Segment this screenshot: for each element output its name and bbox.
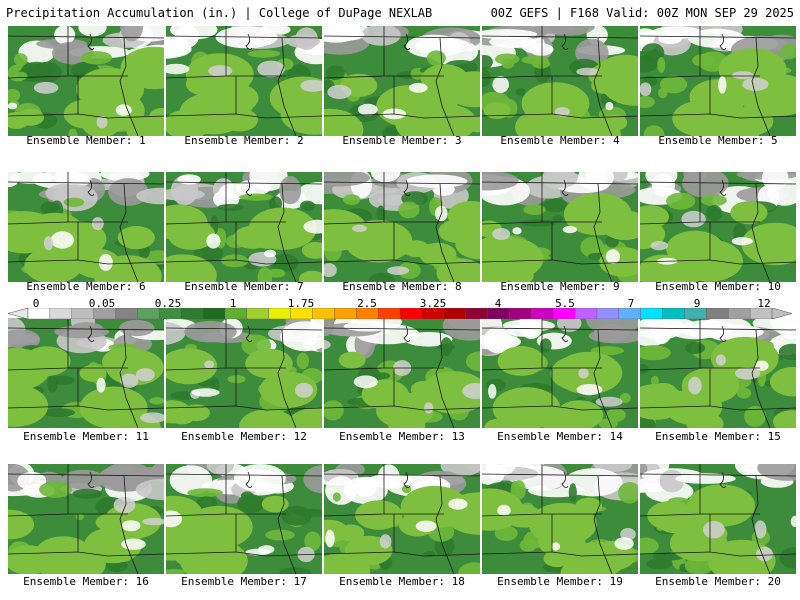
scale-tick-label: 1 [229, 297, 237, 310]
scale-swatch [356, 308, 379, 319]
scale-swatch [224, 308, 248, 319]
scale-swatch [487, 308, 510, 319]
scale-swatch [49, 308, 73, 319]
scale-swatch [246, 308, 270, 319]
scale-swatch [531, 308, 554, 319]
scale-tick-label: 7 [627, 297, 635, 310]
ensemble-map-panel [324, 318, 480, 428]
ensemble-map-panel [324, 26, 480, 136]
ensemble-map-panel [166, 26, 322, 136]
scale-swatch [749, 308, 773, 319]
scale-swatch [334, 308, 357, 319]
ensemble-member-label: Ensemble Member: 16 [23, 575, 149, 588]
scale-tick-label: 9 [693, 297, 701, 310]
ensemble-member-label: Ensemble Member: 17 [181, 575, 307, 588]
ensemble-map-panel [8, 464, 164, 574]
scale-tick-label: 3.25 [419, 297, 447, 310]
scale-swatch [137, 308, 160, 319]
scale-swatch [574, 308, 598, 319]
ensemble-map-panel [482, 172, 638, 282]
scale-swatch [399, 308, 423, 319]
ensemble-map-panel [8, 172, 164, 282]
color-scale-labels: 0 0.05 0.25 1 1.75 2.5 3.25 4 5.5 7 9 12 [0, 297, 800, 310]
scale-swatch [27, 308, 51, 319]
scale-right-arrow [771, 308, 792, 319]
ensemble-member-label: Ensemble Member: 7 [184, 280, 304, 293]
scale-swatch [618, 308, 642, 319]
ensemble-member-label: Ensemble Member: 10 [655, 280, 781, 293]
scale-tick-label: 1.75 [287, 297, 315, 310]
scale-tick-label: 0.25 [154, 297, 182, 310]
scale-tick-label: 0 [32, 297, 40, 310]
ensemble-member-label: Ensemble Member: 20 [655, 575, 781, 588]
scale-swatch [290, 308, 313, 319]
scale-swatch [728, 308, 751, 319]
ensemble-map-panel [640, 172, 796, 282]
ensemble-member-label: Ensemble Member: 12 [181, 430, 307, 443]
scale-swatch [662, 308, 685, 319]
scale-left-arrow [8, 308, 29, 319]
scale-tick-label: 4 [494, 297, 502, 310]
scale-swatch [180, 308, 204, 319]
scale-swatch [596, 308, 620, 319]
scale-swatch [71, 308, 95, 319]
ensemble-map-panel [166, 172, 322, 282]
ensemble-map-panel [324, 464, 480, 574]
ensemble-member-label: Ensemble Member: 19 [497, 575, 623, 588]
scale-swatch [465, 308, 489, 319]
ensemble-member-label: Ensemble Member: 14 [497, 430, 623, 443]
map-title: Precipitation Accumulation (in.) | Colle… [6, 6, 433, 20]
ensemble-member-label: Ensemble Member: 15 [655, 430, 781, 443]
ensemble-member-label: Ensemble Member: 6 [26, 280, 146, 293]
ensemble-map-panel [482, 26, 638, 136]
ensemble-member-label: Ensemble Member: 13 [339, 430, 465, 443]
scale-swatch [202, 308, 226, 319]
scale-swatch [93, 308, 117, 319]
scale-swatch [115, 308, 138, 319]
ensemble-map-panel [324, 172, 480, 282]
scale-swatch [509, 308, 532, 319]
ensemble-member-label: Ensemble Member: 18 [339, 575, 465, 588]
scale-tick-label: 5.5 [555, 297, 575, 310]
scale-swatch [421, 308, 445, 319]
model-run-info: 00Z GEFS | F168 Valid: 00Z MON SEP 29 20… [490, 6, 794, 20]
ensemble-map-panel [640, 318, 796, 428]
scale-swatch [706, 308, 729, 319]
ensemble-map-panel [8, 26, 164, 136]
scale-swatch [552, 308, 576, 319]
ensemble-map-panel [482, 318, 638, 428]
color-scale-bar [8, 308, 792, 319]
scale-tick-label: 0.05 [88, 297, 116, 310]
scale-swatch [377, 308, 401, 319]
scale-swatch [312, 308, 335, 319]
scale-swatch [159, 308, 182, 319]
ensemble-member-label: Ensemble Member: 1 [26, 134, 146, 147]
ensemble-map-panel [640, 464, 796, 574]
ensemble-member-label: Ensemble Member: 5 [658, 134, 778, 147]
ensemble-map-panel [8, 318, 164, 428]
ensemble-member-label: Ensemble Member: 4 [500, 134, 620, 147]
ensemble-map-panel [166, 464, 322, 574]
ensemble-map-panel [640, 26, 796, 136]
ensemble-member-label: Ensemble Member: 8 [342, 280, 462, 293]
ensemble-member-label: Ensemble Member: 11 [23, 430, 149, 443]
ensemble-map-panel [482, 464, 638, 574]
scale-tick-label: 12 [757, 297, 771, 310]
ensemble-map-panel [166, 318, 322, 428]
ensemble-member-label: Ensemble Member: 9 [500, 280, 620, 293]
scale-swatch [443, 308, 467, 319]
scale-swatch [640, 308, 664, 319]
ensemble-member-label: Ensemble Member: 2 [184, 134, 304, 147]
scale-swatch [684, 308, 707, 319]
scale-swatch [268, 308, 292, 319]
ensemble-member-label: Ensemble Member: 3 [342, 134, 462, 147]
scale-tick-label: 2.5 [357, 297, 377, 310]
